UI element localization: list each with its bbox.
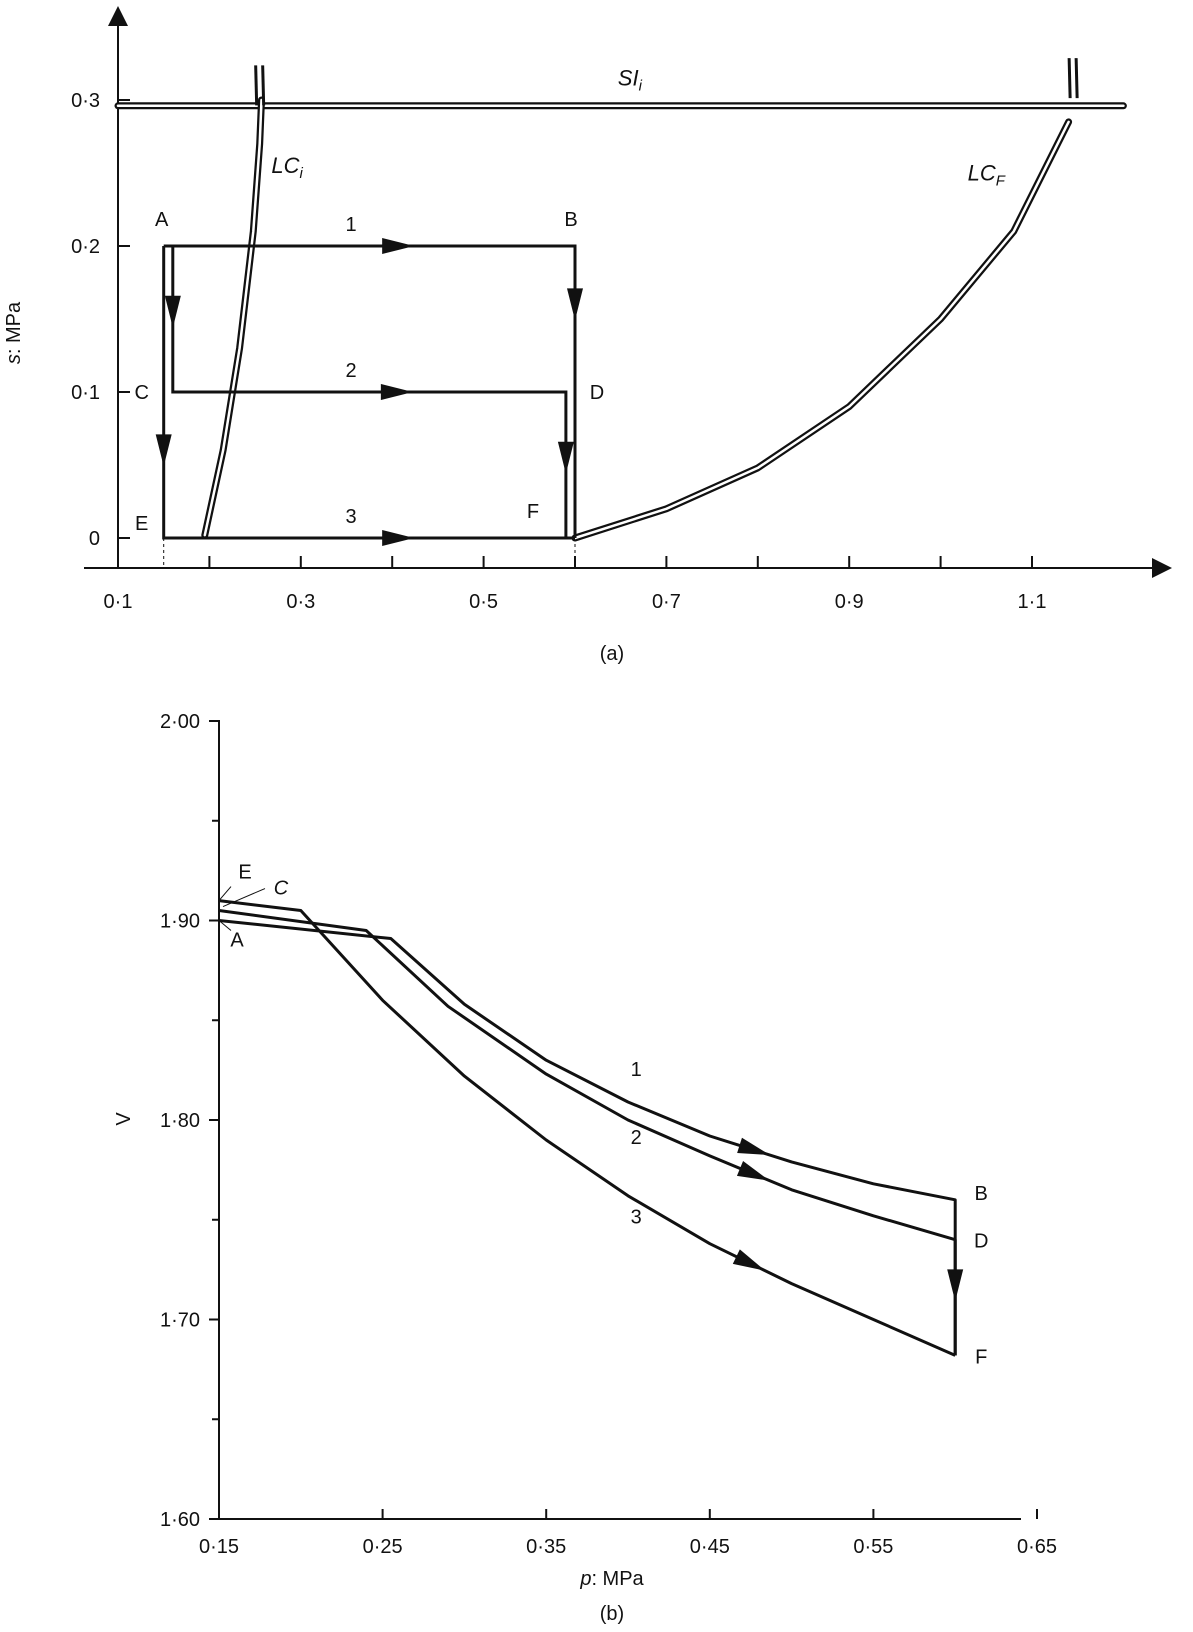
series-label-1-a: 1 (346, 214, 357, 236)
arrow-1-horizontal-a (382, 238, 415, 254)
leader-c-b (222, 888, 266, 907)
leader-a-b (218, 920, 232, 931)
x-tick-label-b: 0·15 (199, 1536, 239, 1558)
point-f-b: F (975, 1346, 987, 1368)
stress-paths-a: 1 2 3 (155, 214, 583, 546)
arrow-3-b (732, 1249, 766, 1271)
curve-lc-i-label: LCi (271, 153, 303, 182)
y-tick-label-b: 1·60 (160, 1509, 200, 1531)
x-axis-label-b: p: MPa (579, 1568, 644, 1590)
break-mark (254, 65, 266, 106)
series-label-2-b: 2 (631, 1127, 642, 1149)
point-c-a: C (134, 382, 148, 404)
arrow-2-down-a (164, 295, 181, 328)
point-b-a: B (564, 209, 577, 231)
x-tick-label-a: 0·9 (835, 591, 864, 613)
x-tick-label-b: 0·35 (526, 1536, 566, 1558)
point-a-a: A (155, 209, 169, 231)
leader-e-b (218, 886, 232, 901)
arrow-2-horizontal-a (380, 384, 413, 400)
arrow-3-down-a (155, 434, 172, 467)
x-ticks-b: 0·15 0·25 0·35 0·45 0·55 0·65 (199, 1509, 1057, 1558)
y-tick-label-a: 0 (89, 528, 100, 550)
y-ticks-a: 0 0·1 0·2 0·3 (71, 90, 576, 568)
point-d-b: D (974, 1231, 988, 1253)
point-e-b: E (238, 862, 251, 884)
curve-lc-i (201, 96, 265, 539)
y-tick-label-b: 1·80 (160, 1110, 200, 1132)
series-label-3-a: 3 (346, 506, 357, 528)
series-1-b (218, 919, 957, 1356)
panel-b-label: (b) (600, 1603, 624, 1625)
x-tick-label-a: 0·7 (652, 591, 681, 613)
y-axis-label-a: s: MPa (3, 301, 25, 364)
x-tick-label-a: 1·1 (1018, 591, 1047, 613)
x-ticks-a: 0·1 0·3 0·5 0·7 0·9 1·1 (104, 556, 1047, 613)
chart-panel-b: 0·15 0·25 0·35 0·45 0·55 0·65 1·60 1·70 1·80 1·9… (113, 711, 1057, 1625)
point-b-b: B (975, 1183, 988, 1205)
series-label-2-a: 2 (346, 360, 357, 382)
curve-lc-f-inner (573, 120, 1070, 540)
x-tick-label-b: 0·25 (363, 1536, 403, 1558)
arrow-1-down-a (567, 288, 583, 321)
x-tick-label-b: 0·45 (690, 1536, 730, 1558)
x-tick-label-a: 0·1 (104, 591, 133, 613)
series-2-b (218, 909, 957, 1356)
series-3-b (218, 899, 956, 1357)
curve-lc-f-label: LCF (968, 160, 1006, 189)
curve-si-i-label: SIi (618, 65, 643, 94)
y-ticks-b: 1·60 1·70 1·80 1·90 2·00 (160, 711, 219, 1531)
arrow-3-horizontal-a (382, 530, 415, 546)
yield-curves-a: SIi LCi LCF (114, 58, 1127, 542)
series-label-3-b: 3 (631, 1207, 642, 1229)
y-tick-label-b: 2·00 (160, 711, 200, 733)
series-2-a (171, 246, 568, 538)
x-tick-label-b: 0·55 (853, 1536, 893, 1558)
series-label-1-b: 1 (631, 1059, 642, 1081)
arrow-2-b (736, 1161, 770, 1181)
y-tick-label-a: 0·2 (71, 236, 100, 258)
y-axis-label-b: V (113, 1112, 135, 1126)
y-tick-label-a: 0·3 (71, 90, 100, 112)
point-f-a: F (527, 501, 539, 523)
y-tick-label-b: 1·70 (160, 1310, 200, 1332)
series-1-a (163, 244, 577, 538)
point-a-b: A (230, 930, 244, 952)
x-tick-label-a: 0·5 (469, 591, 498, 613)
x-tick-label-a: 0·3 (286, 591, 315, 613)
break-mark (1067, 58, 1079, 99)
y-tick-label-b: 1·90 (160, 911, 200, 933)
arrow-bf-b (947, 1269, 964, 1302)
arrow-2-end-a (557, 441, 574, 474)
series-3-a (162, 246, 575, 540)
panel-a-label: (a) (600, 643, 624, 665)
x-tick-label-b: 0·65 (1017, 1536, 1057, 1558)
arrow-1-b (737, 1137, 771, 1156)
point-e-a: E (135, 513, 148, 535)
point-c-b: C (274, 878, 289, 900)
point-labels-a: A B C D E F (134, 209, 604, 535)
volume-paths-b: 1 2 3 (218, 899, 964, 1357)
point-d-a: D (590, 382, 604, 404)
point-labels-b: A B C D E F (218, 862, 988, 1368)
y-tick-label-a: 0·1 (71, 382, 100, 404)
curve-lc-i-inner (203, 98, 263, 537)
